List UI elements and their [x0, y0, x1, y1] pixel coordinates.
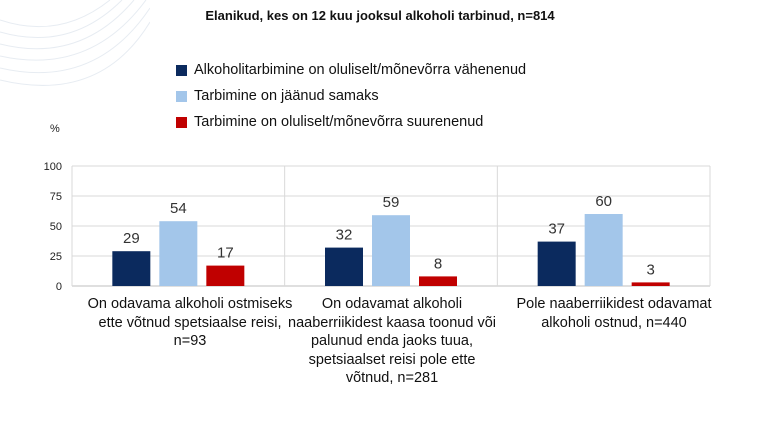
bar — [584, 214, 623, 286]
category-label: On odavamat alkoholi naaberriikidest kaa… — [288, 296, 496, 386]
category-label: On odavama alkoholi ostmiseks ette võtnu… — [87, 296, 293, 349]
legend-swatch-decreased — [176, 64, 187, 76]
data-label: 60 — [595, 193, 612, 210]
bar — [419, 276, 457, 286]
y-tick-label: 100 — [44, 161, 62, 173]
legend: Alkoholitarbimine on oluliselt/mõnevõrra… — [176, 57, 526, 135]
data-label: 54 — [170, 200, 187, 217]
y-tick-label: 50 — [50, 221, 62, 233]
legend-item: Tarbimine on jäänud samaks — [176, 83, 526, 109]
legend-swatch-same — [176, 90, 187, 102]
legend-item: Alkoholitarbimine on oluliselt/mõnevõrra… — [176, 57, 526, 83]
data-label: 29 — [123, 230, 140, 247]
y-tick-label: 25 — [50, 251, 62, 263]
bar — [537, 241, 576, 286]
bar — [631, 282, 670, 286]
category-label: Pole naaberriikidest odavamat alkoholi o… — [516, 296, 712, 331]
data-label: 32 — [336, 227, 353, 244]
bar — [159, 221, 198, 286]
data-label: 37 — [548, 221, 565, 238]
legend-label-increased: Tarbimine on oluliselt/mõnevõrra suurene… — [194, 114, 484, 130]
data-label: 17 — [217, 245, 234, 262]
bar — [325, 247, 363, 286]
y-tick-label: 75 — [50, 191, 62, 203]
decorative-background-lines — [0, 0, 150, 86]
legend-swatch-increased — [176, 116, 187, 128]
legend-item: Tarbimine on oluliselt/mõnevõrra suurene… — [176, 109, 526, 135]
bar — [112, 251, 151, 286]
data-label: 8 — [434, 255, 442, 272]
legend-label-decreased: Alkoholitarbimine on oluliselt/mõnevõrra… — [194, 62, 527, 78]
data-label: 59 — [383, 194, 400, 211]
y-axis-unit: % — [50, 123, 60, 135]
y-tick-label: 0 — [56, 281, 62, 293]
legend-label-same: Tarbimine on jäänud samaks — [194, 88, 379, 104]
data-label: 3 — [646, 261, 654, 278]
bar — [372, 215, 410, 286]
bar — [206, 265, 245, 286]
chart-title: Elanikud, kes on 12 kuu jooksul alkoholi… — [205, 8, 555, 23]
